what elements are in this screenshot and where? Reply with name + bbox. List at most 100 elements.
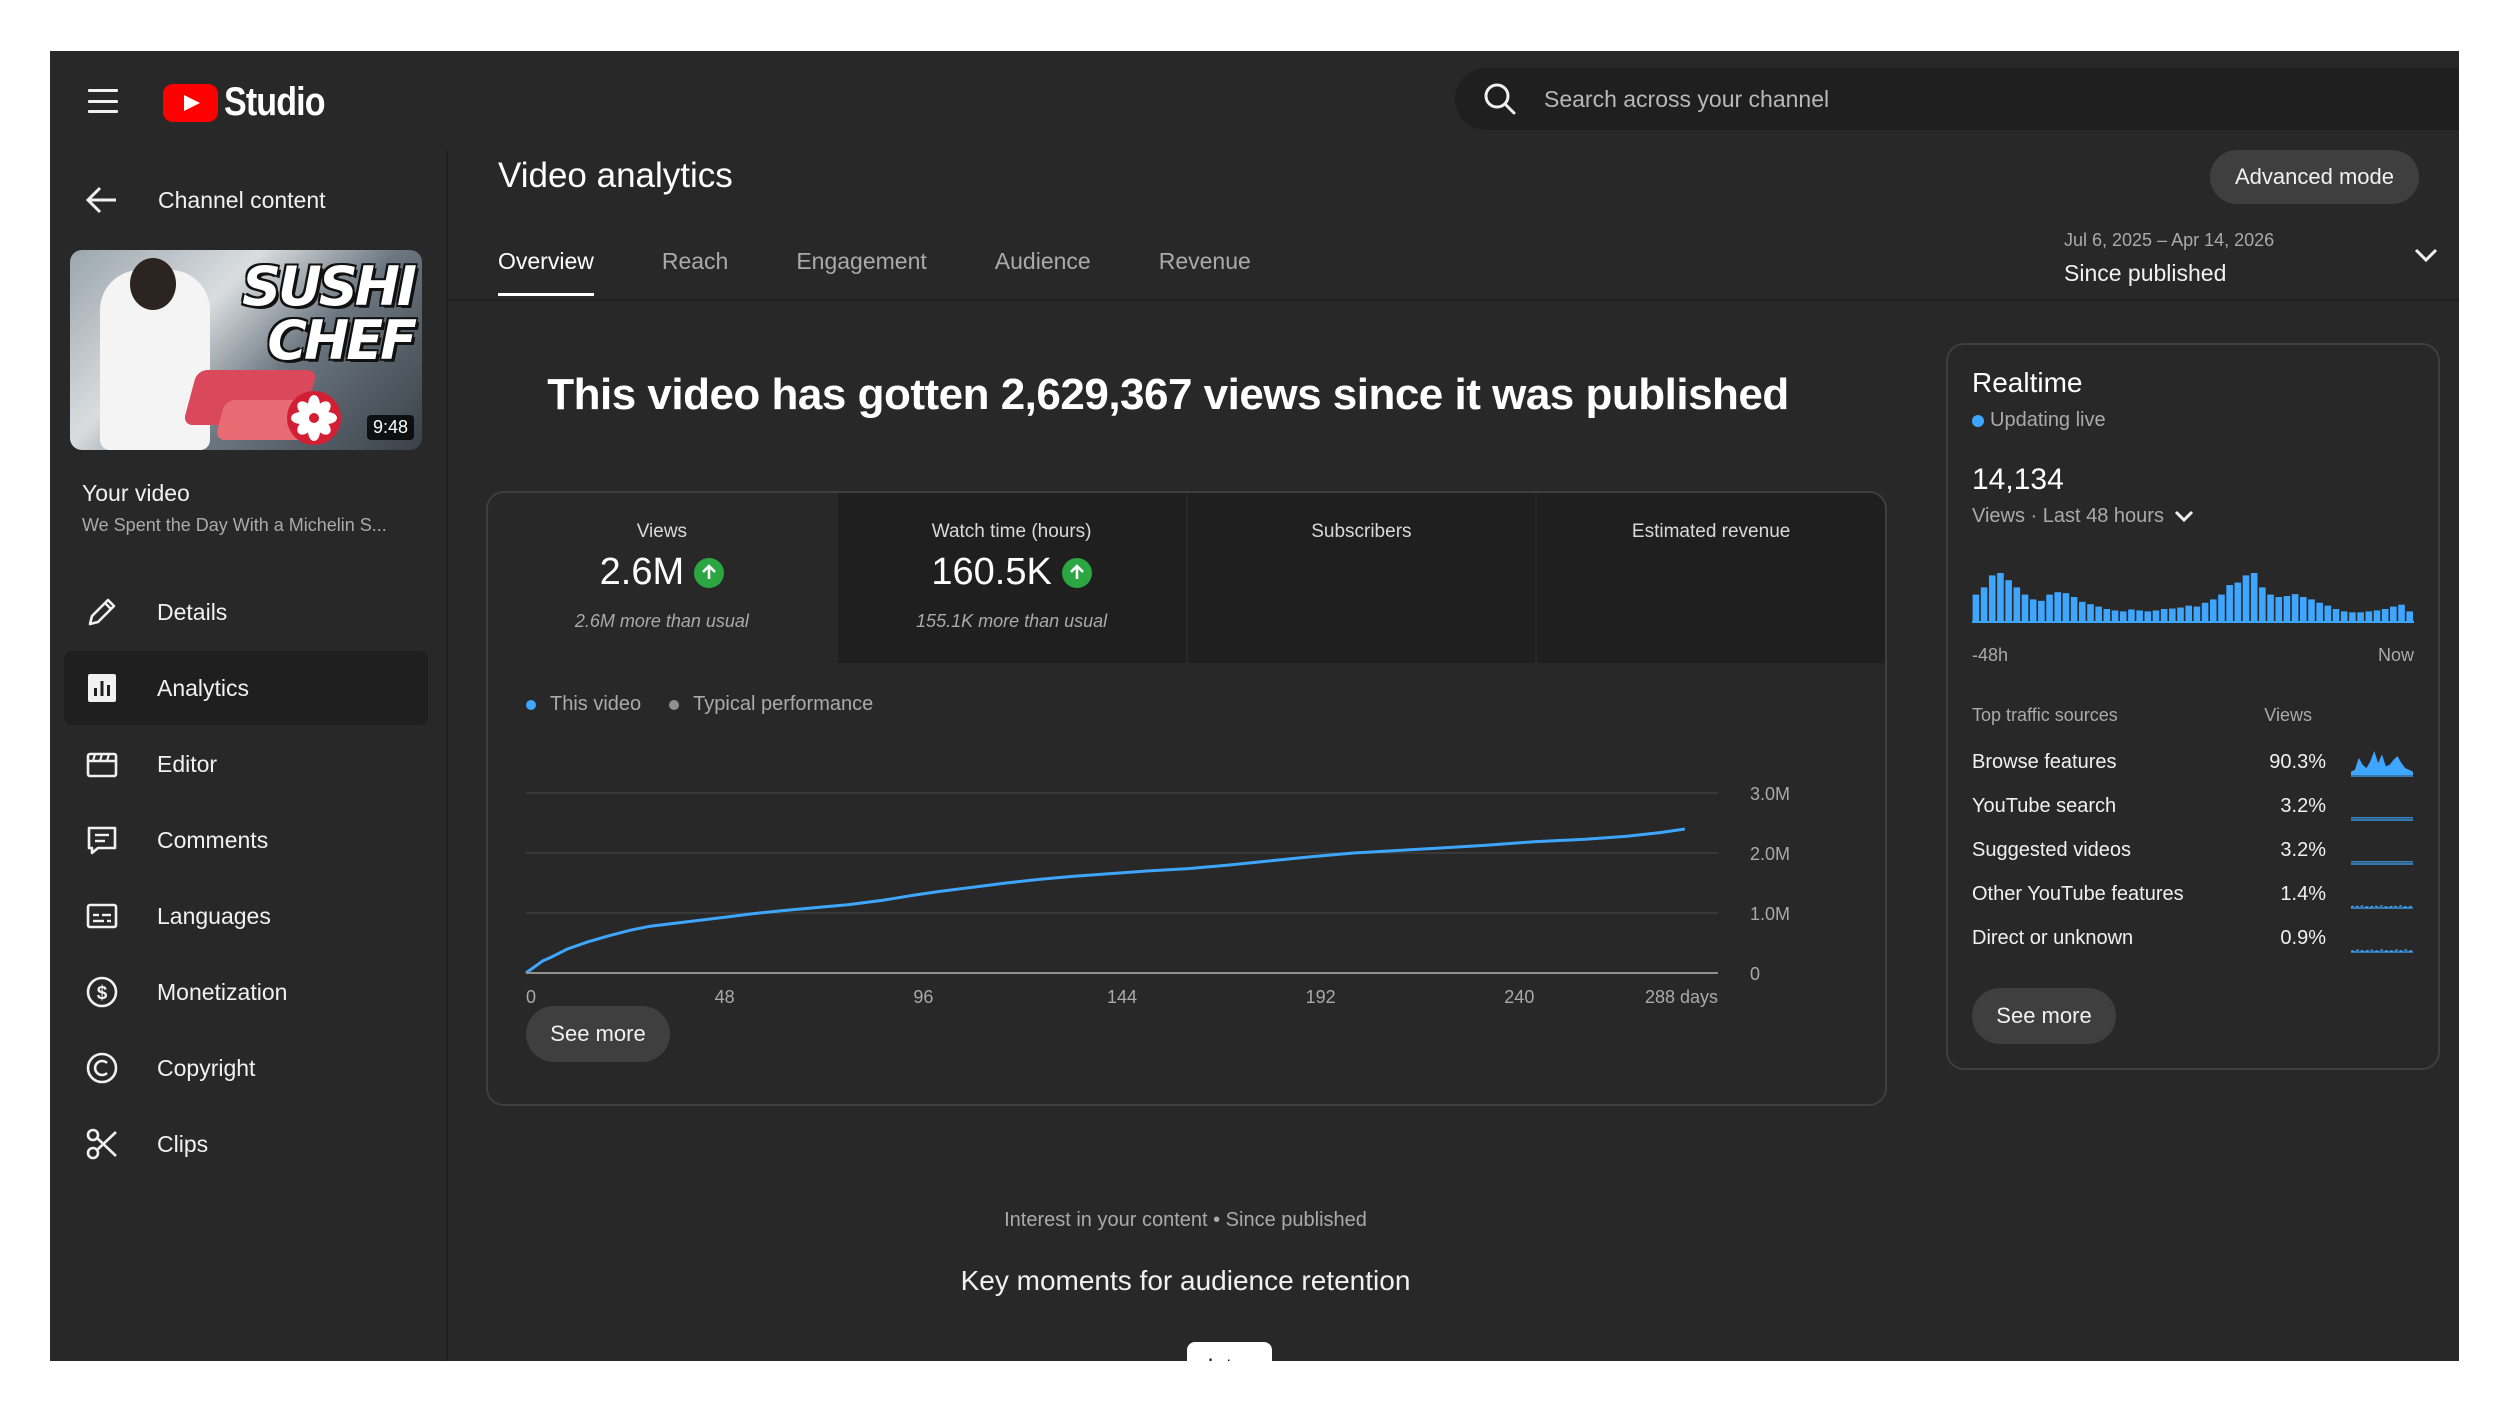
realtime-bar[interactable] (2038, 600, 2045, 621)
search-input[interactable] (1542, 84, 2346, 114)
realtime-bar[interactable] (2267, 594, 2274, 621)
realtime-bar[interactable] (2054, 592, 2062, 621)
tab-reach[interactable]: Reach (661, 247, 729, 274)
realtime-bar[interactable] (2250, 573, 2258, 621)
search-bar[interactable] (1455, 68, 2459, 130)
realtime-bar[interactable] (2013, 587, 2021, 621)
thumbnail-title-line2: CHEF (267, 309, 417, 372)
realtime-bar[interactable] (2087, 604, 2094, 621)
realtime-bar[interactable] (2152, 610, 2160, 621)
realtime-bar[interactable] (2169, 608, 2176, 621)
see-more-button[interactable]: See more (526, 1006, 670, 1062)
realtime-bar[interactable] (2406, 611, 2413, 621)
studio-logo[interactable]: Studio (163, 80, 342, 125)
realtime-bar[interactable] (2398, 604, 2405, 621)
realtime-period-dropdown[interactable]: Views · Last 48 hours (1972, 505, 2198, 528)
realtime-bar[interactable] (2029, 599, 2037, 621)
metric-subscribers[interactable]: Subscribers (1187, 493, 1538, 663)
realtime-bar[interactable] (2234, 582, 2242, 621)
realtime-bar[interactable] (2242, 575, 2250, 621)
realtime-bar[interactable] (2357, 612, 2364, 621)
views-line-chart[interactable]: 0 1.0M 2.0M 3.0M 0 48 96 144 192 240 288 days (488, 733, 1885, 1033)
realtime-see-more-button[interactable]: See more (1972, 988, 2116, 1044)
traffic-source-row[interactable]: Suggested videos 3.2% (1972, 833, 2414, 873)
video-thumbnail[interactable]: SUSHI CHEF 9:48 (70, 250, 422, 450)
sidebar-item-monetization[interactable]: $ Monetization (64, 955, 428, 1029)
realtime-bar[interactable] (2218, 594, 2225, 621)
metric-estimated-revenue[interactable]: Estimated revenue (1537, 493, 1885, 663)
realtime-bar[interactable] (2185, 605, 2192, 621)
back-to-channel-content[interactable]: Channel content (50, 150, 446, 250)
realtime-bar[interactable] (2103, 609, 2111, 621)
realtime-bar[interactable] (2349, 612, 2356, 621)
realtime-bar[interactable] (2046, 594, 2053, 621)
realtime-bar[interactable] (1972, 594, 1980, 621)
traffic-source-row[interactable]: Other YouTube features 1.4% (1972, 877, 2414, 917)
series-line-this-video[interactable] (525, 827, 1686, 975)
realtime-bar[interactable] (2283, 596, 2291, 621)
sidebar-item-analytics[interactable]: Analytics (64, 651, 428, 725)
realtime-bar[interactable] (2209, 599, 2217, 621)
date-range-picker[interactable]: Jul 6, 2025 – Apr 14, 2026 Since publish… (2064, 226, 2439, 296)
traffic-source-row[interactable]: Direct or unknown 0.9% (1972, 921, 2414, 961)
realtime-bar[interactable] (2119, 611, 2127, 621)
metric-title: Estimated revenue (1631, 521, 1791, 542)
realtime-bar[interactable] (2136, 610, 2143, 621)
sidebar-item-clips[interactable]: Clips (64, 1107, 428, 1181)
metric-views[interactable]: Views 2.6M 2.6M more than usual (488, 493, 838, 663)
realtime-bar[interactable] (2324, 605, 2332, 621)
realtime-bar[interactable] (2373, 610, 2381, 621)
sidebar-item-languages[interactable]: Languages (64, 879, 428, 953)
menu-icon[interactable] (88, 89, 118, 113)
y-tick-label: 0 (1750, 964, 1760, 984)
realtime-bar[interactable] (2308, 599, 2315, 621)
realtime-bar[interactable] (1980, 587, 1988, 621)
realtime-bar[interactable] (2201, 602, 2209, 621)
tab-overview[interactable]: Overview (498, 226, 594, 296)
realtime-bar[interactable] (2332, 609, 2340, 621)
realtime-bar[interactable] (2381, 609, 2389, 621)
realtime-bar[interactable] (2005, 580, 2012, 621)
realtime-bar[interactable] (2070, 597, 2078, 621)
realtime-bar[interactable] (2177, 607, 2184, 621)
metric-title: Watch time (hours) (931, 521, 1092, 542)
traffic-source-row[interactable]: YouTube search 3.2% (1972, 789, 2414, 829)
realtime-bar[interactable] (1988, 575, 1996, 621)
realtime-axis-end: Now (2377, 645, 2414, 665)
realtime-bar[interactable] (2340, 611, 2348, 621)
metric-watch-time[interactable]: Watch time (hours) 160.5K 155.1K more th… (837, 493, 1188, 663)
search-icon[interactable] (1480, 79, 1520, 119)
realtime-bar[interactable] (2259, 587, 2266, 621)
realtime-bar[interactable] (2390, 606, 2397, 621)
back-arrow-icon[interactable] (84, 185, 118, 215)
realtime-bar[interactable] (2316, 602, 2323, 621)
realtime-bar[interactable] (2021, 594, 2029, 621)
realtime-bar[interactable] (2193, 606, 2201, 621)
realtime-bar-chart[interactable] (1972, 565, 2414, 627)
tab-revenue[interactable]: Revenue (1158, 247, 1251, 274)
tab-engagement[interactable]: Engagement (796, 247, 927, 274)
realtime-bar[interactable] (2128, 609, 2135, 621)
realtime-bar[interactable] (2275, 597, 2283, 621)
sidebar-item-comments[interactable]: Comments (64, 803, 428, 877)
realtime-bar[interactable] (2062, 593, 2070, 621)
traffic-source-row[interactable]: Browse features 90.3% (1972, 745, 2414, 785)
sidebar-item-details[interactable]: Details (64, 575, 428, 649)
realtime-bar[interactable] (1997, 573, 2004, 621)
realtime-bar[interactable] (2079, 601, 2086, 621)
realtime-bar[interactable] (2226, 585, 2233, 621)
realtime-bar[interactable] (2144, 611, 2152, 621)
tab-audience[interactable]: Audience (994, 247, 1091, 274)
advanced-mode-button[interactable]: Advanced mode (2210, 150, 2419, 204)
sidebar-item-editor[interactable]: Editor (64, 727, 428, 801)
sidebar-item-copyright[interactable]: Copyright (64, 1031, 428, 1105)
realtime-bar[interactable] (2300, 597, 2307, 621)
realtime-bar[interactable] (2095, 606, 2102, 621)
realtime-status: Updating live (1972, 409, 2106, 432)
realtime-bar[interactable] (2365, 611, 2373, 621)
realtime-bar[interactable] (2111, 610, 2119, 621)
realtime-bar[interactable] (2291, 594, 2299, 621)
video-title[interactable]: We Spent the Day With a Michelin S... (82, 515, 387, 535)
realtime-bar[interactable] (2160, 609, 2168, 621)
intro-button[interactable]: Intro (1187, 1342, 1272, 1361)
